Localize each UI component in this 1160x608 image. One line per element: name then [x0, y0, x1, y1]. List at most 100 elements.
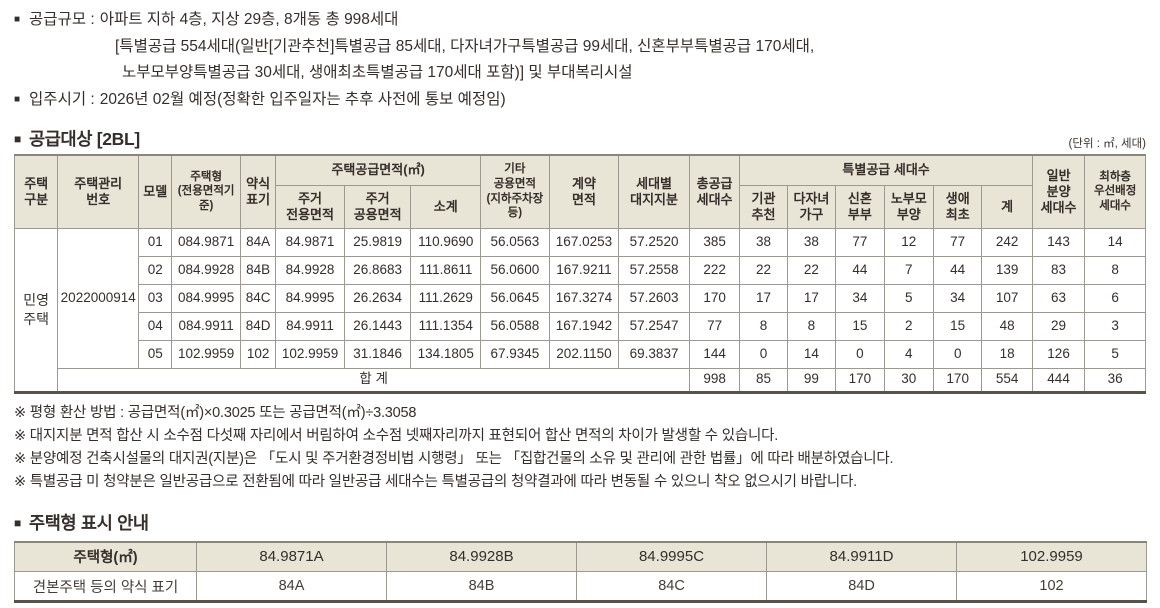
cell: 36: [1084, 367, 1146, 393]
footnote: ※ 특별공급 미 청약분은 일반공급으로 전환됨에 따라 일반공급 세대수는 특…: [14, 473, 857, 490]
cell: 15: [932, 311, 983, 341]
col-header-general-sale: 일반 분양 세대수: [1031, 154, 1086, 229]
cell: 84.9995: [275, 283, 345, 313]
cell: 48: [981, 311, 1033, 341]
bullet-icon: ■: [14, 132, 21, 146]
cell: 084.9928: [171, 255, 241, 285]
col-header-first-home: 생애 최초: [932, 184, 983, 229]
cell: 18: [981, 339, 1033, 369]
cell: 14: [1084, 227, 1146, 257]
supply-scale-text: 아파트 지하 4층, 지상 29층, 8개동 총 998세대: [99, 11, 399, 28]
cell: 167.0253: [548, 227, 620, 257]
bullet-icon: ■: [14, 14, 21, 25]
cell: 77: [688, 311, 741, 341]
cell: 57.2558: [618, 255, 690, 285]
cell: 03: [138, 283, 173, 313]
cell: 84.9871: [275, 227, 345, 257]
col-header-common-area: 주거 공용면적: [343, 184, 412, 229]
cell: 83: [1031, 255, 1086, 285]
table-row: 04 084.9911 84D 84.9911 26.1443 111.1354…: [15, 311, 1146, 341]
cell: 56.0600: [480, 255, 550, 285]
cell: 22: [786, 255, 837, 285]
cell: 22: [739, 255, 788, 285]
cell: 77: [835, 227, 885, 257]
cell: 144: [688, 339, 741, 369]
bullet-icon: ■: [14, 93, 21, 105]
cell: 99: [786, 367, 837, 393]
table-header-row: 주거 전용면적 주거 공용면적 소계 기관 추천 다자녀 가구 신혼 부부 노부…: [15, 184, 1146, 229]
total-label-cell: 합 계: [57, 367, 690, 393]
cell: 084.9871: [171, 227, 241, 257]
cell: 38: [739, 227, 788, 257]
cell: 17: [786, 283, 837, 313]
col-header-multi-child: 다자녀 가구: [786, 184, 837, 229]
table-row: 05 102.9959 102 102.9959 31.1846 134.180…: [15, 339, 1146, 369]
cell: 56.0563: [480, 227, 550, 257]
supply-scale-continuation: 노부모부양특별공급 30세대, 생애최초특별공급 170세대 포함)] 및 부대…: [122, 64, 633, 81]
cell: 5: [1084, 339, 1146, 369]
footnotes: ※ 평형 환산 방법 : 공급면적(㎡)×0.3025 또는 공급면적(㎡)÷3…: [14, 402, 1146, 494]
cell: 57.2547: [618, 311, 690, 341]
cell: 170: [835, 367, 885, 393]
type-row-label: 견본주택 등의 약식 표기: [14, 571, 197, 602]
col-header-land-share: 세대별 대지지분: [618, 154, 690, 229]
col-header-special-group: 특별공급 세대수: [739, 154, 1033, 186]
cell: 84D: [239, 311, 277, 341]
table-row: 민영 주택 2022000914 01 084.9871 84A 84.9871…: [13, 227, 1146, 393]
cell-mgmt-no: 2022000914: [57, 227, 140, 369]
footnote: ※ 대지지분 면적 합산 시 소수점 다섯째 자리에서 버림하여 소수점 넷째자…: [14, 427, 779, 444]
supply-scale-label: 공급규모 :: [29, 11, 95, 28]
cell: 15: [835, 311, 885, 341]
col-header-model: 모델: [138, 154, 173, 229]
bullet-icon: ■: [14, 515, 21, 530]
col-header-abbr: 약식 표기: [239, 154, 277, 229]
cell: 84D: [766, 571, 957, 602]
cell: 107: [981, 283, 1033, 313]
move-in-label: 입주시기 :: [29, 90, 95, 108]
type-guide-title-text: 주택형 표시 안내: [28, 512, 149, 533]
cell: 30: [883, 367, 934, 393]
col-header-special-sum: 계: [981, 184, 1033, 229]
cell: 56.0588: [480, 311, 550, 341]
cell: 110.9690: [410, 227, 482, 257]
cell: 2: [883, 311, 934, 341]
cell: 67.9345: [480, 339, 550, 369]
cell: 84C: [576, 571, 767, 602]
type-header-value: 102.9959: [956, 541, 1147, 572]
cell: 5: [883, 283, 934, 313]
col-header-total-supply: 총공급 세대수: [688, 154, 741, 229]
cell: 084.9995: [171, 283, 241, 313]
cell: 84A: [196, 571, 387, 602]
col-header-type: 주택형 (전용면적기준): [171, 154, 241, 229]
cell: 84.9928: [275, 255, 345, 285]
supply-table: 주택 구분 주택관리 번호 모델 주택형 (전용면적기준) 약식 표기 주택공급…: [13, 154, 1146, 394]
cell: 02: [138, 255, 173, 285]
col-header-supply-area-group: 주택공급면적(㎡): [275, 154, 482, 186]
cell: 222: [688, 255, 741, 285]
cell: 26.1443: [343, 311, 412, 341]
cell: 167.9211: [548, 255, 620, 285]
cell: 25.9819: [343, 227, 412, 257]
cell: 102.9959: [275, 339, 345, 369]
cell: 01: [138, 227, 173, 257]
type-header-value: 84.9995C: [576, 541, 767, 572]
type-header-value: 84.9928B: [386, 541, 577, 572]
cell: 34: [835, 283, 885, 313]
cell: 111.2629: [410, 283, 482, 313]
move-in-text: 2026년 02월 예정(정확한 입주일자는 추후 사전에 통보 예정임): [99, 90, 506, 108]
cell: 202.1150: [548, 339, 620, 369]
cell: 102.9959: [171, 339, 241, 369]
footnote: ※ 분양예정 건축시설물의 대지권(지분)은 「도시 및 주거환경정비법 시행령…: [14, 450, 894, 467]
cell: 34: [932, 283, 983, 313]
type-guide-table: 주택형(㎡) 84.9871A 84.9928B 84.9995C 84.991…: [14, 540, 1147, 603]
table-row: 견본주택 등의 약식 표기 84A 84B 84C 84D 102: [14, 571, 1147, 602]
cell: 6: [1084, 283, 1146, 313]
cell: 12: [883, 227, 934, 257]
table-header-row: 주택 구분 주택관리 번호 모델 주택형 (전용면적기준) 약식 표기 주택공급…: [13, 154, 1146, 229]
col-header-lowest-floor: 최하층 우선배정 세대수: [1084, 154, 1146, 229]
cell: 04: [138, 311, 173, 341]
cell: 77: [932, 227, 983, 257]
cell: 26.2634: [343, 283, 412, 313]
col-header-private-area: 주거 전용면적: [275, 184, 345, 229]
cell: 444: [1031, 367, 1086, 393]
